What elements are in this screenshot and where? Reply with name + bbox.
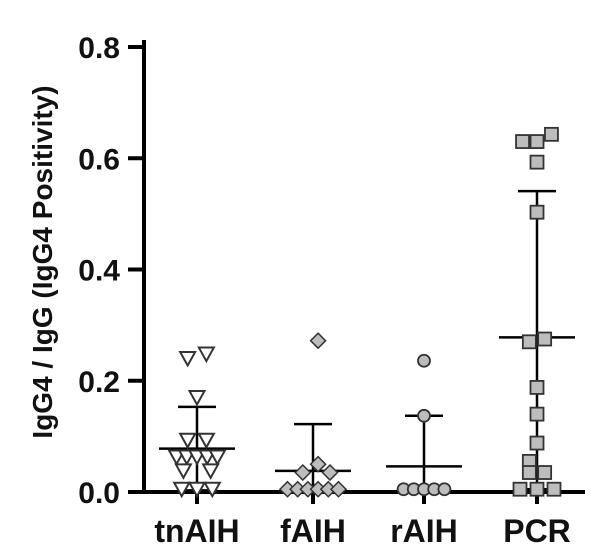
data-point-square <box>529 134 545 149</box>
x-category-label: PCR <box>503 513 571 549</box>
data-point-triangle <box>197 346 216 364</box>
data-point-square <box>546 481 562 497</box>
data-point-diamond <box>321 463 339 482</box>
data-point-circle <box>437 482 452 497</box>
x-categories-group: tnAIH fAIH rAIH PCR <box>154 492 571 549</box>
y-ticks-group: 0.0 0.2 0.4 0.6 0.8 <box>78 32 144 510</box>
data-points-group <box>167 126 562 499</box>
data-point-square <box>529 154 545 170</box>
y-tick-label: 0.4 <box>78 255 120 288</box>
data-point-triangle <box>187 389 207 407</box>
data-point-square <box>529 481 545 497</box>
data-point-diamond <box>329 480 348 498</box>
data-point-square <box>537 331 553 347</box>
data-point-square <box>529 204 545 220</box>
data-point-circle <box>417 408 431 423</box>
data-point-triangle <box>174 463 193 480</box>
data-point-diamond <box>294 463 312 482</box>
data-point-circle <box>417 353 431 368</box>
data-point-square <box>537 465 553 480</box>
y-tick-label: 0.2 <box>78 366 120 399</box>
y-tick-label: 0.0 <box>78 477 120 510</box>
x-category-label: fAIH <box>280 513 346 549</box>
data-point-triangle <box>178 351 197 368</box>
data-point-square <box>521 334 537 350</box>
data-point-square <box>515 134 530 149</box>
data-point-square <box>512 481 528 497</box>
y-tick-label: 0.6 <box>78 143 120 176</box>
data-point-diamond <box>309 455 327 473</box>
data-point-triangle <box>178 432 197 450</box>
data-point-triangle <box>187 481 207 499</box>
data-point-triangle <box>208 449 227 467</box>
y-axis-title: IgG4 / IgG (IgG4 Positivity) <box>27 85 58 438</box>
data-point-triangle <box>203 481 222 499</box>
data-point-square <box>544 126 559 142</box>
data-point-square <box>529 380 545 395</box>
data-point-triangle <box>197 432 216 450</box>
y-tick-label: 0.8 <box>78 32 120 65</box>
x-category-label: rAIH <box>390 513 458 549</box>
error-bars-group <box>159 189 575 492</box>
data-point-square <box>529 406 545 422</box>
x-category-label: tnAIH <box>154 513 239 549</box>
data-point-triangle <box>201 463 220 480</box>
data-point-square <box>529 435 545 451</box>
data-point-triangle <box>172 481 191 499</box>
data-point-diamond <box>309 332 327 350</box>
data-point-square <box>521 465 537 480</box>
